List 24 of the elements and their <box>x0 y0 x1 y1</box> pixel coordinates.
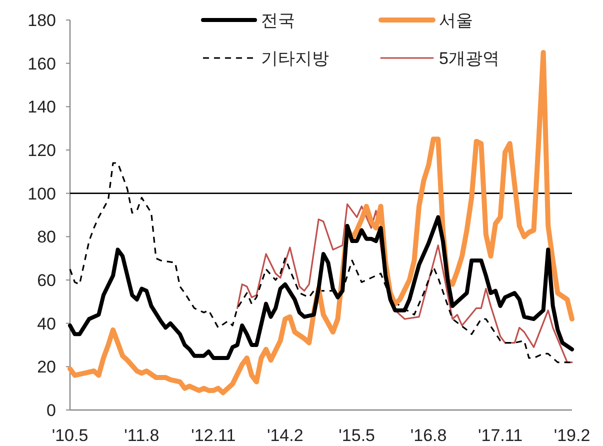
x-tick-label: '19.2 <box>554 426 590 445</box>
x-tick-label: '12.11 <box>191 426 236 445</box>
legend-label: 서울 <box>439 11 473 30</box>
x-tick-label: '17.11 <box>478 426 523 445</box>
x-tick-label: '11.8 <box>124 426 160 445</box>
y-tick-label: 60 <box>37 271 56 290</box>
y-tick-label: 40 <box>37 314 56 334</box>
legend-label: 5개광역 <box>439 49 500 68</box>
x-tick-label: '15.5 <box>338 426 376 445</box>
y-tick-label: 180 <box>28 11 56 30</box>
y-tick-label: 0 <box>46 401 56 420</box>
y-tick-label: 140 <box>28 98 56 117</box>
x-tick-label: '14.2 <box>266 426 304 445</box>
y-tick-label: 20 <box>37 358 56 377</box>
y-tick-label: 160 <box>28 54 56 74</box>
legend-label: 전국 <box>261 11 295 30</box>
x-tick-label: '10.5 <box>52 426 88 445</box>
legend-label: 기타지방 <box>261 49 329 68</box>
x-tick-label: '16.8 <box>410 426 447 445</box>
line-series <box>236 203 573 364</box>
y-tick-label: 80 <box>37 228 56 247</box>
line-series <box>69 162 573 364</box>
y-tick-label: 120 <box>28 141 56 160</box>
y-tick-label: 100 <box>28 184 56 204</box>
